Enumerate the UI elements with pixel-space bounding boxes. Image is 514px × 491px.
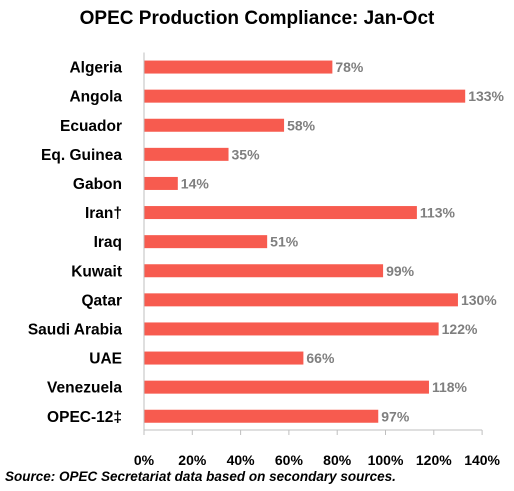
bar-venezuela <box>144 380 429 394</box>
bar-ecuador <box>144 118 285 132</box>
bar-opec-12 <box>144 409 379 423</box>
x-tick-label: 120% <box>416 452 452 468</box>
x-tick-label: 140% <box>464 452 500 468</box>
value-label-venezuela: 118% <box>432 379 468 395</box>
value-label-angola: 133% <box>468 88 504 104</box>
value-label-uae: 66% <box>306 350 335 366</box>
value-label-opec-12: 97% <box>381 408 410 424</box>
bar-eq-guinea <box>144 147 229 161</box>
category-label-saudi-arabia: Saudi Arabia <box>28 321 123 338</box>
x-tick-label: 0% <box>134 452 155 468</box>
category-label-opec-12: OPEC-12‡ <box>47 409 122 426</box>
category-label-iran: Iran† <box>85 205 122 222</box>
value-label-saudi-arabia: 122% <box>442 321 478 337</box>
value-label-kuwait: 99% <box>386 263 415 279</box>
value-label-qatar: 130% <box>461 292 497 308</box>
bar-qatar <box>144 293 458 307</box>
chart-title: OPEC Production Compliance: Jan-Oct <box>79 8 435 29</box>
x-tick-label: 20% <box>178 452 207 468</box>
value-label-algeria: 78% <box>335 59 364 75</box>
x-axis: 0% 20% 40% 60% 80% 100% 120% 140% <box>134 52 501 468</box>
category-label-gabon: Gabon <box>73 176 122 193</box>
value-label-iran: 113% <box>420 205 456 221</box>
x-tick-label: 40% <box>227 452 256 468</box>
category-label-uae: UAE <box>89 351 122 368</box>
category-label-kuwait: Kuwait <box>71 263 122 280</box>
value-label-ecuador: 58% <box>287 117 316 133</box>
value-label-gabon: 14% <box>181 175 210 191</box>
category-label-ecuador: Ecuador <box>60 118 122 135</box>
category-label-iraq: Iraq <box>94 234 122 251</box>
bar-iran <box>144 206 417 220</box>
value-label-iraq: 51% <box>270 234 299 250</box>
bar-angola <box>144 89 466 103</box>
bar-algeria <box>144 60 333 74</box>
bars-layer: Algeria 78% Angola 133% Ecuador 58% Eq. Guinea… <box>28 59 505 426</box>
category-label-qatar: Qatar <box>82 292 123 309</box>
category-label-eq-guinea: Eq. Guinea <box>41 147 122 164</box>
bar-saudi-arabia <box>144 322 439 336</box>
category-label-angola: Angola <box>69 89 122 106</box>
bar-gabon <box>144 176 178 190</box>
x-tick-label: 60% <box>275 452 304 468</box>
value-label-eq-guinea: 35% <box>232 146 261 162</box>
bar-uae <box>144 351 304 365</box>
category-label-venezuela: Venezuela <box>47 380 122 397</box>
chart-source-note: Source: OPEC Secretariat data based on s… <box>5 469 396 484</box>
category-label-algeria: Algeria <box>69 60 122 77</box>
x-tick-label: 80% <box>323 452 352 468</box>
bar-iraq <box>144 235 268 249</box>
x-tick-label: 100% <box>368 452 404 468</box>
bar-kuwait <box>144 264 384 278</box>
